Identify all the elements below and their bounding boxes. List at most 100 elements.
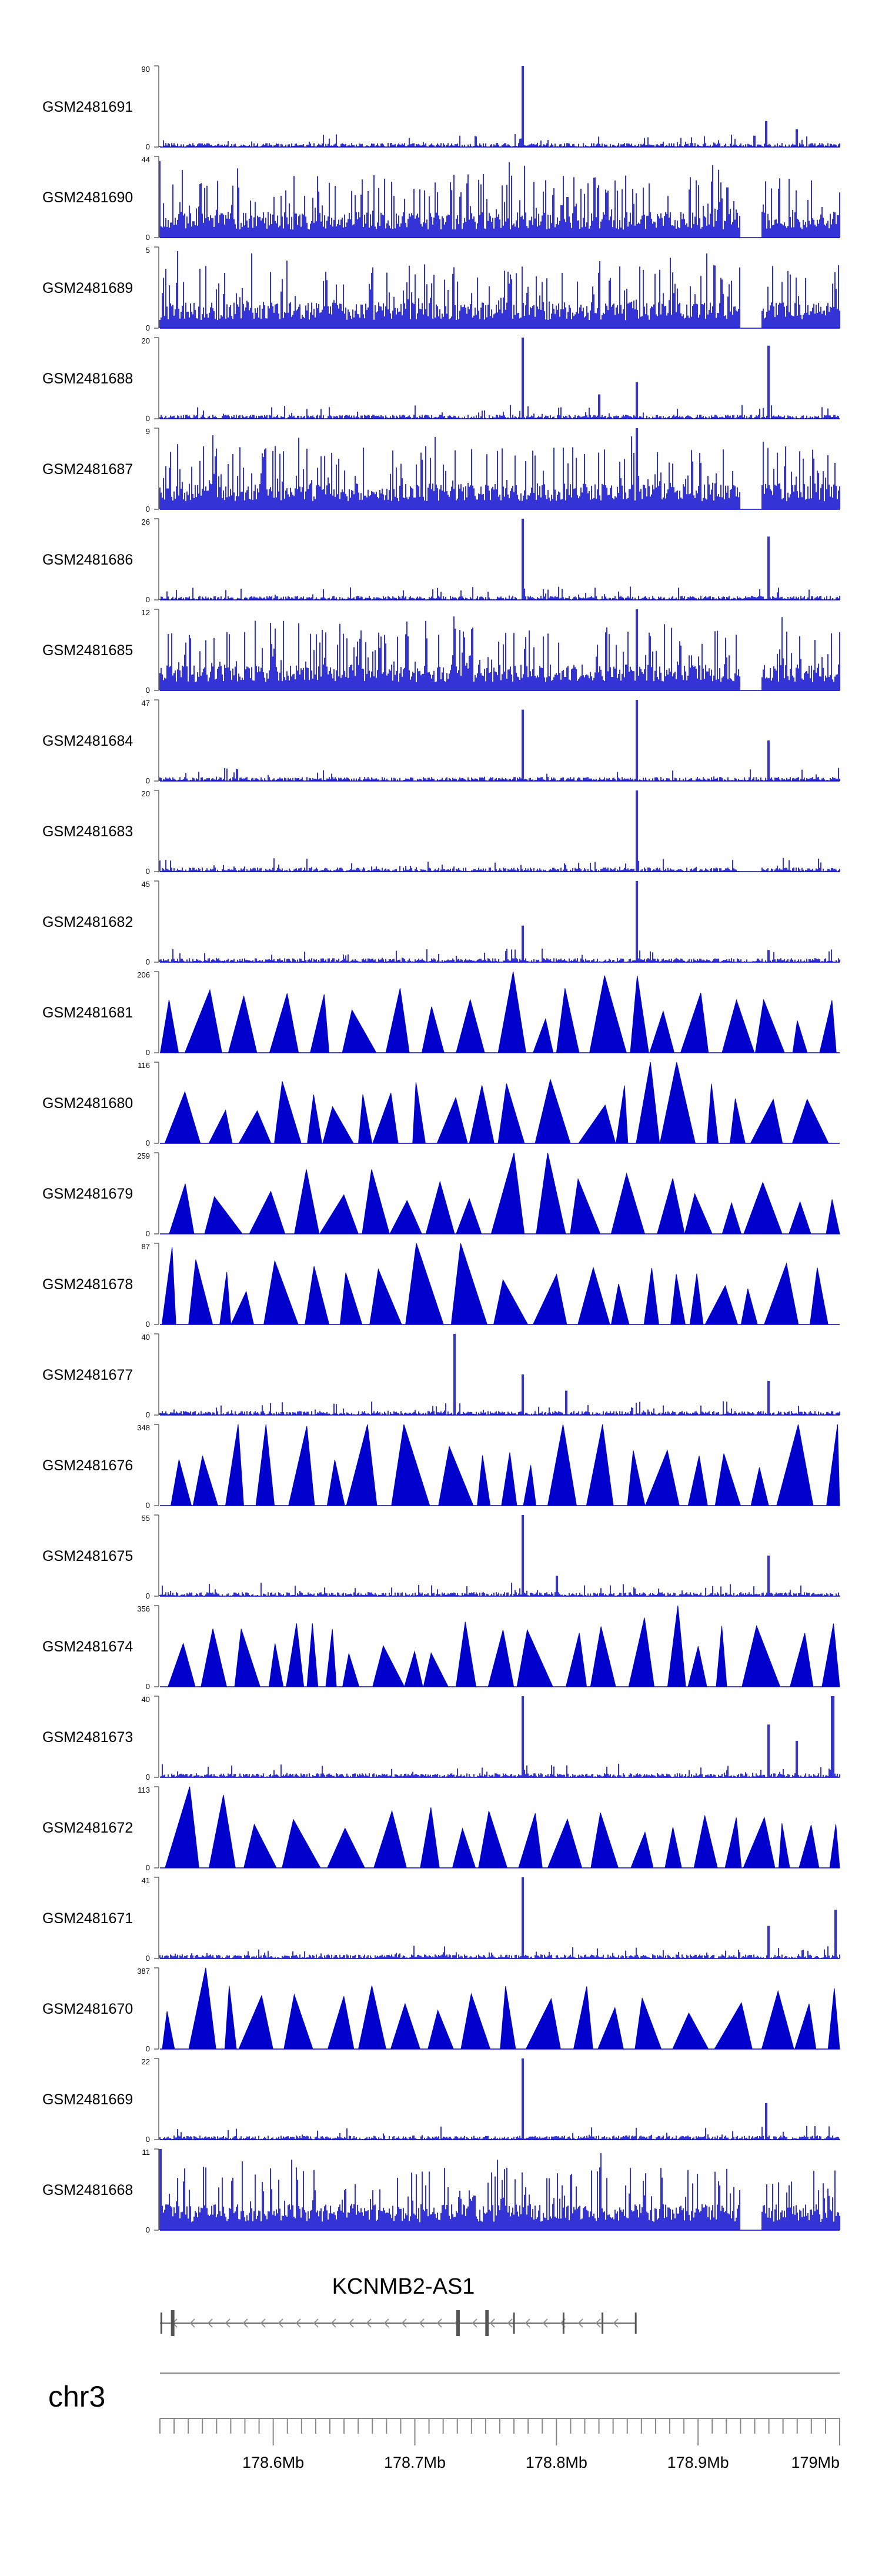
genome-axis: chr3 178.6Mb 178.7Mb 178.8Mb 178.9Mb 179Mb [48, 2373, 840, 2471]
signal-bars [159, 881, 840, 962]
signal-bars [159, 790, 840, 872]
signal-area [167, 1605, 840, 1687]
exon-block [634, 2313, 637, 2334]
y-axis-max-label: 90 [142, 65, 150, 74]
axis-tick-label: 178.9Mb [667, 2454, 729, 2471]
y-axis-max-label: 259 [137, 1152, 150, 1160]
track-gsm2481683: GSM2481683 20 0 [42, 789, 840, 876]
track-gsm2481688: GSM2481688 20 0 [42, 336, 840, 423]
track-label: GSM2481676 [42, 1457, 133, 1474]
y-axis-min-label: 0 [146, 1410, 150, 1419]
signal-area [162, 1967, 840, 2050]
signal-area [160, 971, 837, 1053]
track-label: GSM2481680 [42, 1095, 133, 1112]
signal-area [164, 1062, 829, 1144]
y-axis-max-label: 20 [142, 336, 150, 345]
y-axis-min-label: 0 [146, 1591, 150, 1600]
strand-arrow [436, 2318, 442, 2328]
y-axis-max-label: 113 [138, 1786, 150, 1794]
signal-tracks: GSM2481691900GSM2481690440GSM248168950GS… [42, 65, 840, 2234]
strand-arrow [489, 2318, 495, 2328]
y-axis-max-label: 9 [146, 427, 150, 436]
track-gsm2481684: GSM2481684 47 0 [42, 699, 840, 785]
signal-area [169, 1152, 840, 1234]
y-axis-max-label: 387 [137, 1967, 150, 1976]
y-axis-min-label: 0 [146, 2044, 150, 2053]
axis-tick-label: 178.6Mb [242, 2454, 304, 2471]
y-axis-min-label: 0 [146, 142, 150, 151]
track-gsm2481680: GSM2481680 116 0 [42, 1061, 840, 1147]
y-axis-min-label: 0 [146, 233, 150, 242]
y-axis-max-label: 26 [142, 518, 150, 526]
signal-area [171, 1424, 840, 1506]
signal-bars [159, 2058, 840, 2140]
signal-bars [159, 519, 840, 600]
signal-bars [159, 338, 840, 419]
y-axis-min-label: 0 [146, 2225, 150, 2234]
strand-arrow [613, 2318, 619, 2328]
track-label: GSM2481691 [42, 99, 133, 115]
track-label: GSM2481684 [42, 733, 133, 749]
strand-arrow [348, 2318, 354, 2328]
signal-bars [159, 1515, 840, 1596]
y-axis-max-label: 55 [142, 1514, 150, 1523]
track-gsm2481670: GSM2481670 387 0 [42, 1967, 840, 2053]
track-gsm2481678: GSM2481678 87 0 [42, 1242, 840, 1329]
exon-block [485, 2310, 489, 2336]
strand-arrow [542, 2318, 548, 2328]
axis-tick-label: 179Mb [791, 2454, 840, 2471]
strand-arrow [225, 2318, 230, 2328]
y-axis-min-label: 0 [146, 957, 150, 966]
y-axis-max-label: 22 [142, 2057, 150, 2066]
track-label: GSM2481683 [42, 823, 133, 840]
axis-tick-label: 178.7Mb [384, 2454, 446, 2471]
track-label: GSM2481677 [42, 1367, 133, 1383]
track-label: GSM2481673 [42, 1729, 133, 1746]
signal-area [161, 1243, 828, 1325]
y-axis-max-label: 47 [142, 699, 150, 708]
y-axis-min-label: 0 [146, 414, 150, 423]
y-axis-max-label: 356 [137, 1604, 150, 1613]
track-label: GSM2481688 [42, 371, 133, 387]
track-label: GSM2481674 [42, 1639, 133, 1655]
y-axis-max-label: 45 [142, 880, 150, 889]
y-axis-min-label: 0 [146, 776, 150, 785]
exon-block [513, 2313, 515, 2334]
strand-arrow [383, 2318, 389, 2328]
signal-bars [159, 609, 840, 690]
strand-arrow [507, 2318, 513, 2328]
signal-bars [159, 700, 840, 781]
signal-area [165, 1786, 840, 1868]
y-axis-min-label: 0 [146, 1320, 150, 1329]
y-axis-min-label: 0 [146, 1863, 150, 1872]
y-axis-max-label: 40 [142, 1695, 150, 1704]
strand-arrow [207, 2318, 213, 2328]
exon-block [602, 2313, 604, 2334]
track-label: GSM2481687 [42, 461, 133, 478]
track-label: GSM2481670 [42, 2001, 133, 2017]
exon-block [456, 2310, 460, 2336]
track-gsm2481679: GSM2481679 259 0 [42, 1152, 840, 1238]
y-axis-min-label: 0 [146, 1501, 150, 1510]
y-axis-max-label: 116 [138, 1061, 150, 1070]
track-gsm2481690: GSM2481690 44 0 [42, 155, 840, 242]
track-label: GSM2481679 [42, 1186, 133, 1202]
track-gsm2481668: GSM2481668 11 0 [42, 2148, 840, 2234]
y-axis-max-label: 11 [142, 2148, 151, 2157]
y-axis-min-label: 0 [146, 1048, 150, 1057]
track-gsm2481682: GSM2481682 45 0 [42, 880, 840, 966]
track-gsm2481674: GSM2481674 356 0 [42, 1604, 840, 1691]
strand-arrow [278, 2318, 283, 2328]
track-gsm2481691: GSM2481691 90 0 [42, 65, 840, 151]
y-axis-min-label: 0 [146, 595, 150, 604]
y-axis-min-label: 0 [146, 1229, 150, 1238]
y-axis-max-label: 40 [142, 1333, 150, 1342]
track-gsm2481675: GSM2481675 55 0 [42, 1514, 840, 1600]
track-label: GSM2481669 [42, 2091, 133, 2108]
track-gsm2481676: GSM2481676 348 0 [42, 1423, 840, 1510]
y-axis-max-label: 41 [142, 1876, 150, 1885]
strand-arrow [330, 2318, 336, 2328]
track-gsm2481671: GSM2481671 41 0 [42, 1876, 840, 1963]
signal-bars [159, 1877, 840, 1958]
y-axis-max-label: 5 [146, 246, 150, 255]
